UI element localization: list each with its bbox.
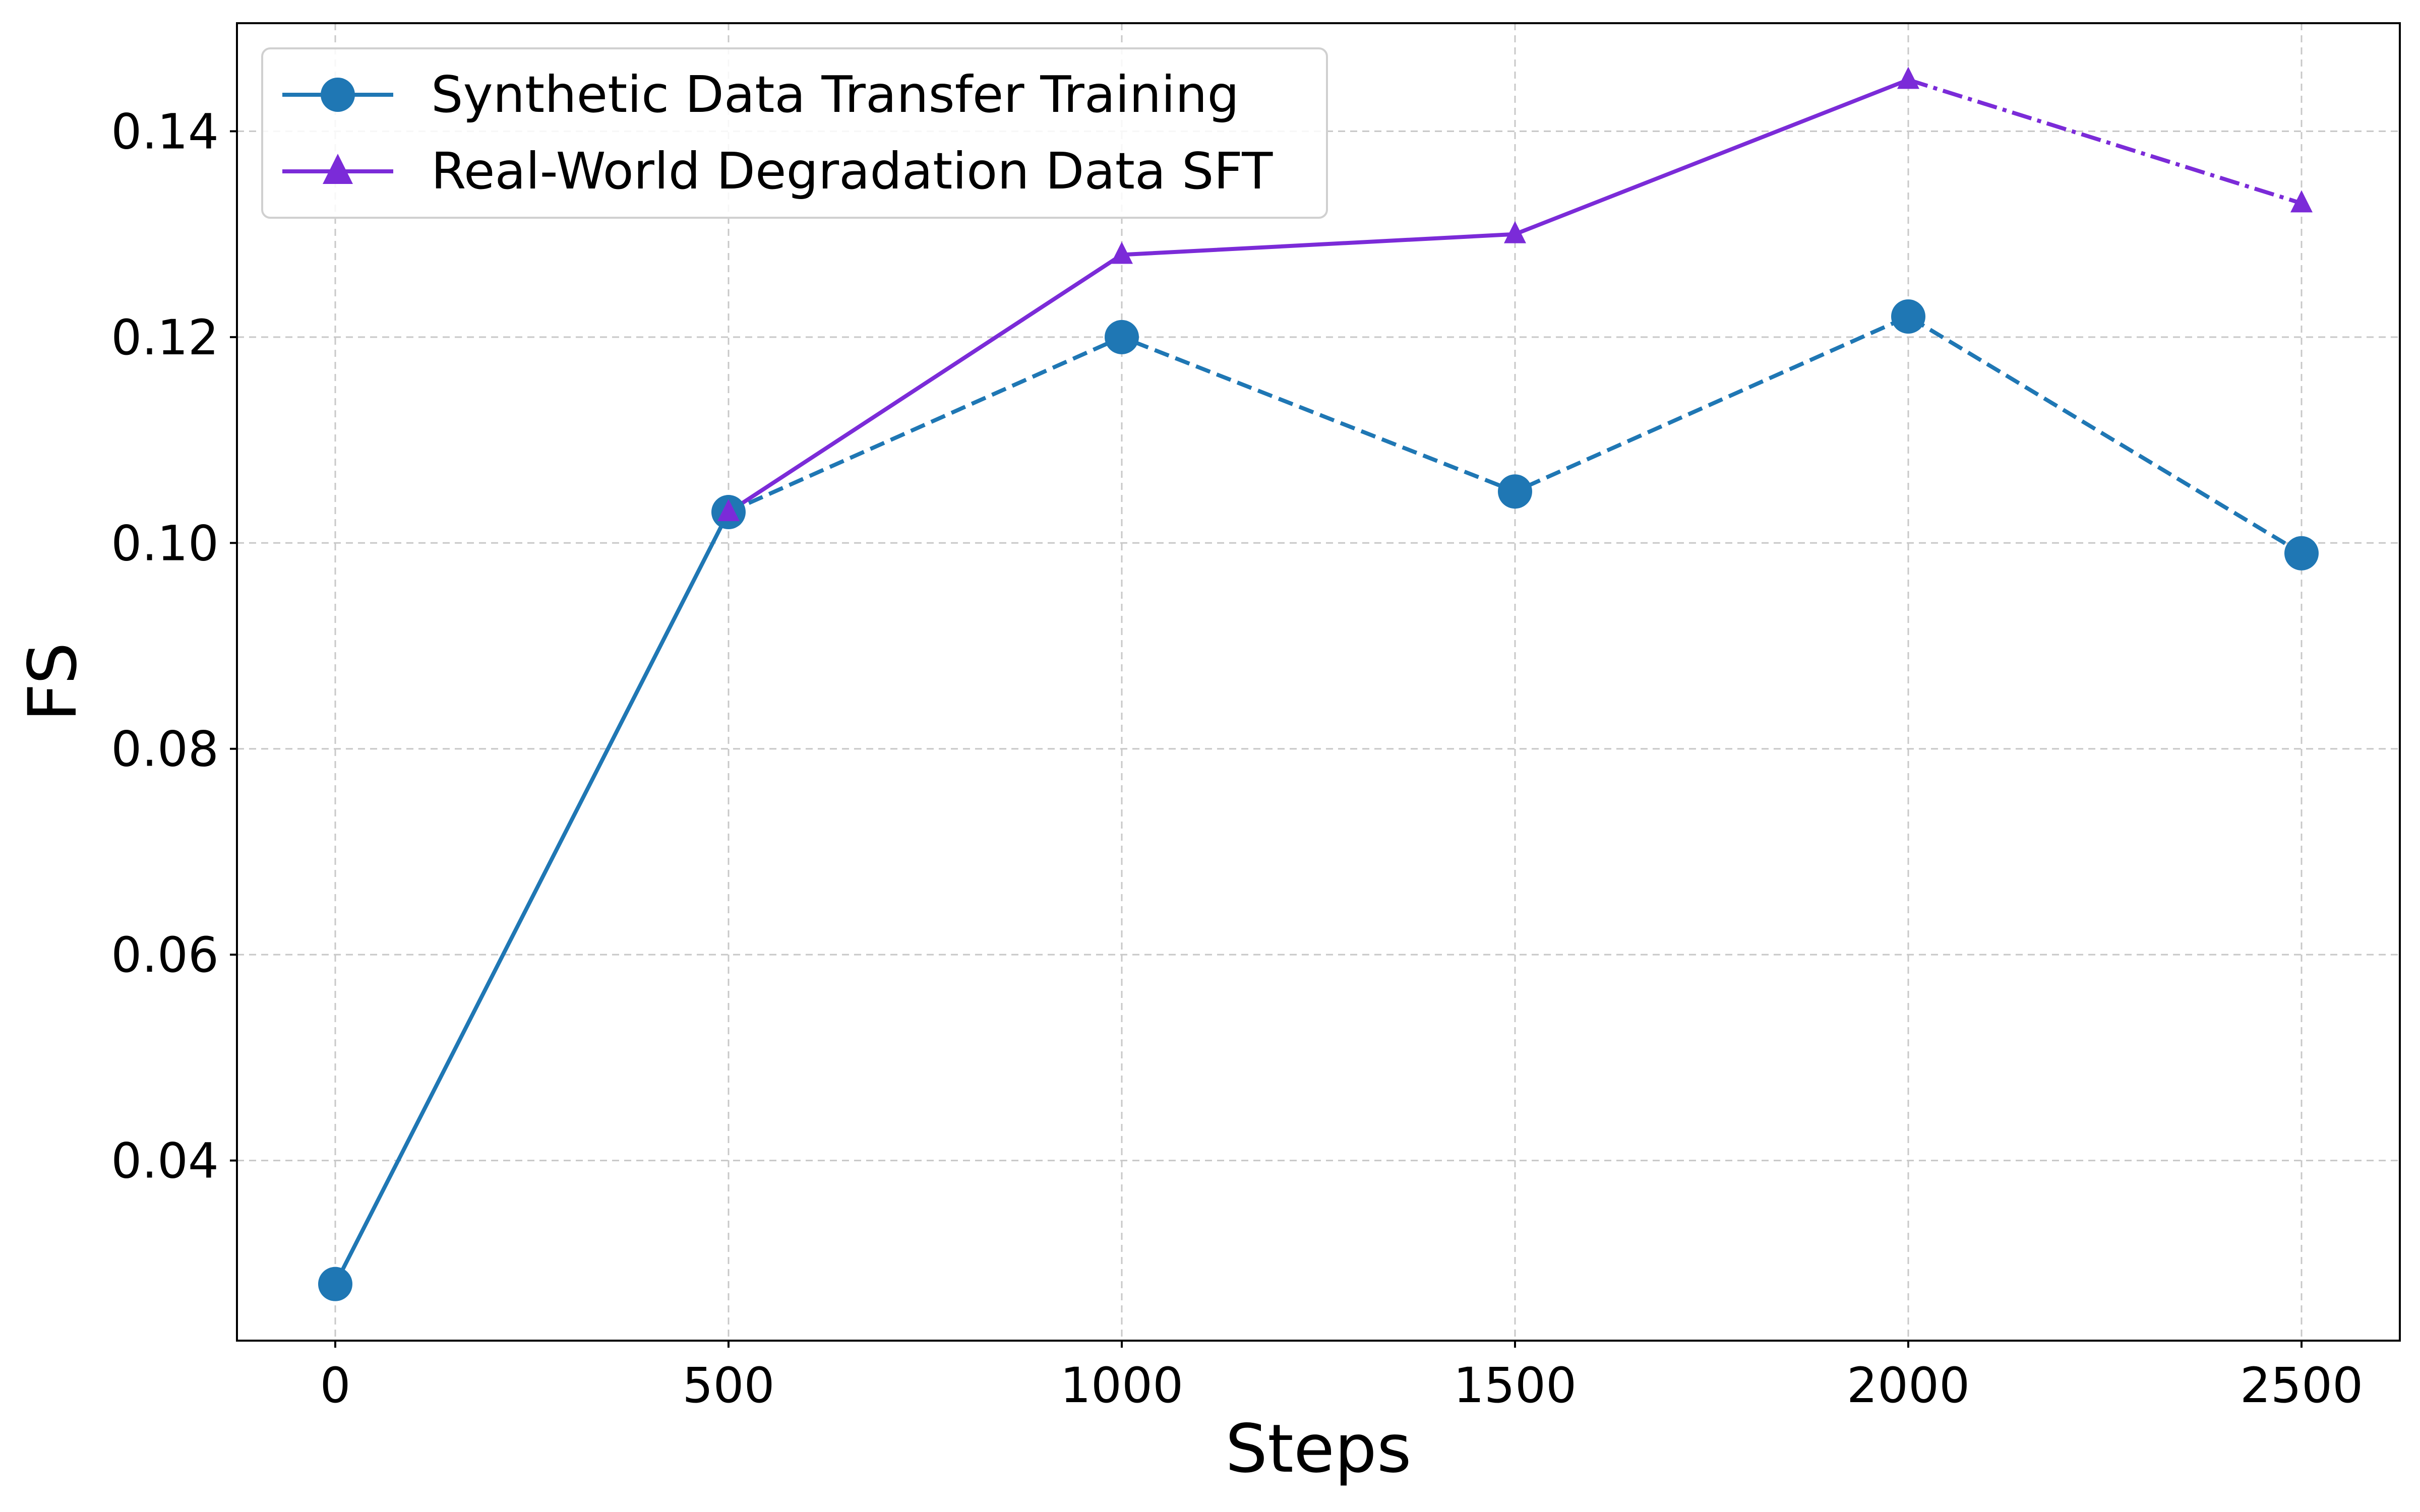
series-line-real-world-dashdot — [1907, 78, 2303, 206]
svg-text:Synthetic Data Transfer Traini: Synthetic Data Transfer Training — [431, 65, 1239, 124]
x-tick-label: 1000 — [1060, 1357, 1183, 1414]
x-tick-label: 1500 — [1454, 1357, 1577, 1414]
data-point-synthetic — [318, 1267, 352, 1301]
svg-text:Real-World Degradation Data SF: Real-World Degradation Data SFT — [431, 142, 1273, 201]
y-tick-label: 0.04 — [111, 1133, 219, 1189]
x-axis-ticks: 0 500 1000 1500 2000 2500 — [320, 1341, 2363, 1414]
x-tick-label: 0 — [320, 1357, 350, 1414]
grid-lines — [237, 23, 2400, 1341]
axes-frame — [236, 22, 2401, 1342]
data-point-synthetic — [1891, 299, 1925, 334]
data-point-real-world — [1504, 221, 1526, 243]
data-point-real-world — [1897, 67, 1919, 89]
y-tick-label: 0.12 — [111, 309, 219, 366]
y-tick-label: 0.14 — [111, 103, 219, 160]
data-point-real-world — [717, 499, 740, 522]
y-tick-label: 0.08 — [111, 721, 219, 778]
x-axis-label: Steps — [1225, 1410, 1411, 1488]
x-tick-label: 2000 — [1847, 1357, 1970, 1414]
data-point-synthetic — [2284, 536, 2319, 571]
plot-area — [318, 67, 2319, 1301]
series-line-synthetic — [333, 511, 731, 1285]
data-point-real-world — [2290, 190, 2313, 213]
data-point-synthetic — [1105, 320, 1139, 354]
legend-item-synthetic: Synthetic Data Transfer Training — [282, 65, 1239, 124]
series-line-real-world — [727, 78, 1909, 514]
data-point-real-world — [1111, 241, 1133, 264]
x-tick-label: 500 — [682, 1357, 774, 1414]
y-tick-label: 0.10 — [111, 515, 219, 572]
y-axis-label: FS — [14, 642, 92, 721]
y-tick-label: 0.06 — [111, 927, 219, 983]
triangle-marker-icon — [323, 154, 353, 184]
legend-item-real-world: Real-World Degradation Data SFT — [282, 142, 1273, 201]
legend: Synthetic Data Transfer Training Real-Wo… — [261, 47, 1328, 219]
x-tick-label: 2500 — [2240, 1357, 2363, 1414]
circle-marker-icon — [321, 78, 355, 112]
data-point-synthetic — [1498, 474, 1532, 509]
y-axis-ticks: 0.04 0.06 0.08 0.10 0.12 0.14 — [111, 103, 237, 1189]
